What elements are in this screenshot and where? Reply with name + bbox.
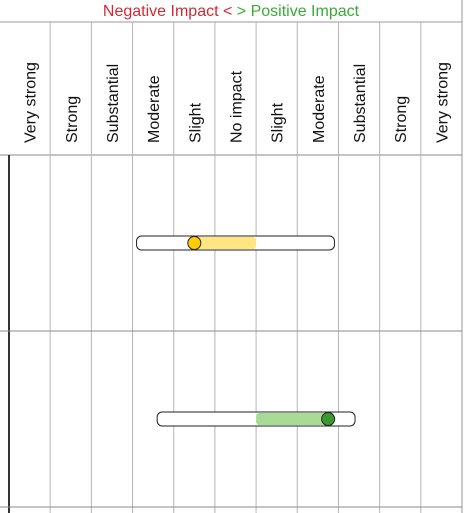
estimate-point bbox=[187, 236, 202, 250]
column-label: Very strong bbox=[434, 62, 451, 143]
estimate-point bbox=[321, 412, 336, 426]
column-label: Slight bbox=[187, 102, 204, 143]
column-label: Strong bbox=[64, 96, 81, 143]
impact-scale-header: Negative Impact < > Positive Impact bbox=[0, 3, 462, 21]
positive-impact-label: Positive Impact bbox=[250, 3, 360, 20]
highlight-segment bbox=[194, 237, 257, 249]
column-label: Very strong bbox=[23, 62, 40, 143]
column-label: Strong bbox=[393, 96, 410, 143]
column-label: No impact bbox=[229, 70, 246, 143]
column-label: Moderate bbox=[311, 75, 328, 143]
less-than-sign: < bbox=[222, 3, 233, 20]
column-label: Slight bbox=[270, 102, 287, 143]
column-label: Moderate bbox=[146, 75, 163, 143]
highlight-segment bbox=[256, 413, 329, 425]
greater-than-sign: > bbox=[236, 3, 247, 20]
negative-impact-label: Negative Impact bbox=[102, 3, 219, 20]
column-label: Substantial bbox=[105, 64, 122, 143]
column-label: Substantial bbox=[352, 64, 369, 143]
